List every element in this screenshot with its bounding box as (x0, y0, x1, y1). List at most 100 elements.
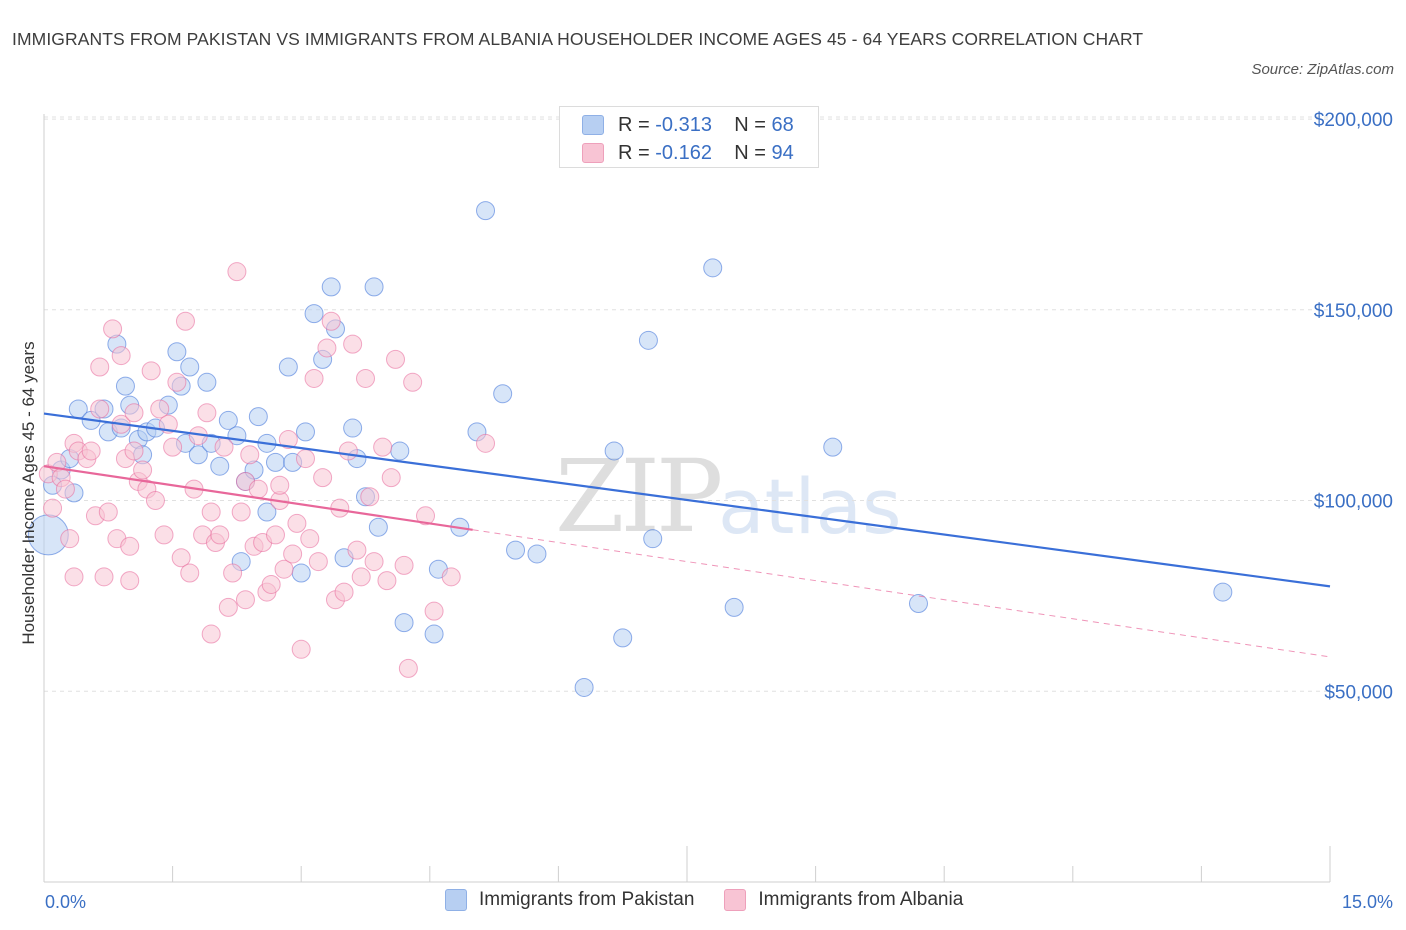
axes (43, 114, 1331, 883)
legend-r-label: R = (618, 113, 650, 136)
data-point (424, 601, 444, 621)
data-point (343, 334, 363, 354)
data-point (321, 277, 341, 297)
data-point (43, 498, 63, 518)
data-point (175, 311, 195, 331)
data-point (201, 624, 221, 644)
trend-lines (43, 412, 1331, 658)
data-point (98, 502, 118, 522)
data-point (416, 506, 436, 526)
data-point (171, 548, 191, 568)
data-point (154, 525, 174, 545)
data-point (908, 594, 928, 614)
data-point (103, 319, 123, 339)
data-point (261, 574, 281, 594)
data-point (287, 513, 307, 533)
data-point (493, 384, 513, 404)
data-point (304, 304, 324, 324)
source-label: Source: ZipAtlas.com (1251, 61, 1394, 78)
data-point (291, 563, 311, 583)
data-point (60, 529, 80, 549)
y-tick-label: $150,000 (1314, 301, 1393, 322)
data-point (240, 445, 260, 465)
data-point (210, 525, 230, 545)
trend-line-pakistan (43, 412, 1331, 588)
x-tick-label: 15.0% (1342, 892, 1393, 912)
data-point (55, 479, 75, 499)
legend-row-albania: R = -0.162 N = 94 (582, 139, 794, 167)
legend-r-value-pakistan: -0.313 (655, 113, 712, 136)
data-point (231, 502, 251, 522)
data-point (283, 544, 303, 564)
data-point (308, 552, 328, 572)
data-point (90, 357, 110, 377)
legend-n-label: N = (734, 113, 766, 136)
data-point (317, 338, 337, 358)
data-point (381, 468, 401, 488)
data-point (441, 567, 461, 587)
legend-n-value-albania: 94 (771, 141, 794, 164)
data-point (295, 422, 315, 442)
data-point (604, 441, 624, 461)
data-point (145, 491, 165, 511)
y-tick-label: $200,000 (1314, 110, 1393, 131)
data-point (638, 330, 658, 350)
data-point (360, 487, 380, 507)
data-point (364, 552, 384, 572)
data-point (227, 262, 247, 282)
legend-item-albania: Immigrants from Albania (724, 889, 963, 911)
data-point (141, 361, 161, 381)
data-point (724, 597, 744, 617)
data-point (90, 399, 110, 419)
data-point (218, 597, 238, 617)
data-point (527, 544, 547, 564)
data-point (218, 410, 238, 430)
data-point (94, 567, 114, 587)
data-point (390, 441, 410, 461)
legend-item-pakistan: Immigrants from Pakistan (445, 889, 694, 911)
data-point (613, 628, 633, 648)
data-point (823, 437, 843, 457)
data-point (356, 368, 375, 388)
data-point (270, 475, 290, 495)
chart-title: IMMIGRANTS FROM PAKISTAN VS IMMIGRANTS F… (12, 29, 1144, 49)
data-point (235, 590, 255, 610)
series-points (27, 201, 1233, 697)
data-point (476, 201, 496, 221)
data-point (163, 437, 183, 457)
data-point (167, 372, 187, 392)
data-point (574, 677, 594, 697)
data-point (180, 563, 200, 583)
legend-r-label: R = (618, 141, 650, 164)
legend-row-pakistan: R = -0.313 N = 68 (582, 111, 794, 139)
data-point (274, 559, 294, 579)
data-point (291, 639, 311, 659)
data-point (214, 437, 234, 457)
data-point (278, 357, 298, 377)
legend-n-value-pakistan: 68 (771, 113, 794, 136)
watermark-zip: ZIP (555, 438, 723, 555)
legend-r-value-albania: -0.162 (655, 141, 712, 164)
data-point (643, 529, 663, 549)
legend-n-label: N = (734, 141, 766, 164)
data-point (120, 536, 140, 556)
data-point (197, 403, 217, 423)
data-point (64, 567, 84, 587)
y-axis-label: Householder Income Ages 45 - 64 years (19, 341, 38, 644)
data-point (334, 582, 354, 602)
data-point (265, 452, 285, 472)
data-point (295, 449, 315, 469)
legend-swatch-albania (582, 143, 604, 163)
data-point (201, 502, 221, 522)
x-tick-label: 0.0% (45, 892, 86, 912)
data-point (257, 502, 277, 522)
data-point (304, 368, 324, 388)
data-point (321, 311, 341, 331)
data-point (124, 441, 144, 461)
data-point (703, 258, 723, 278)
data-point (300, 529, 320, 549)
data-point (248, 407, 268, 427)
data-point (150, 399, 170, 419)
data-point (265, 525, 285, 545)
data-point (394, 613, 414, 633)
